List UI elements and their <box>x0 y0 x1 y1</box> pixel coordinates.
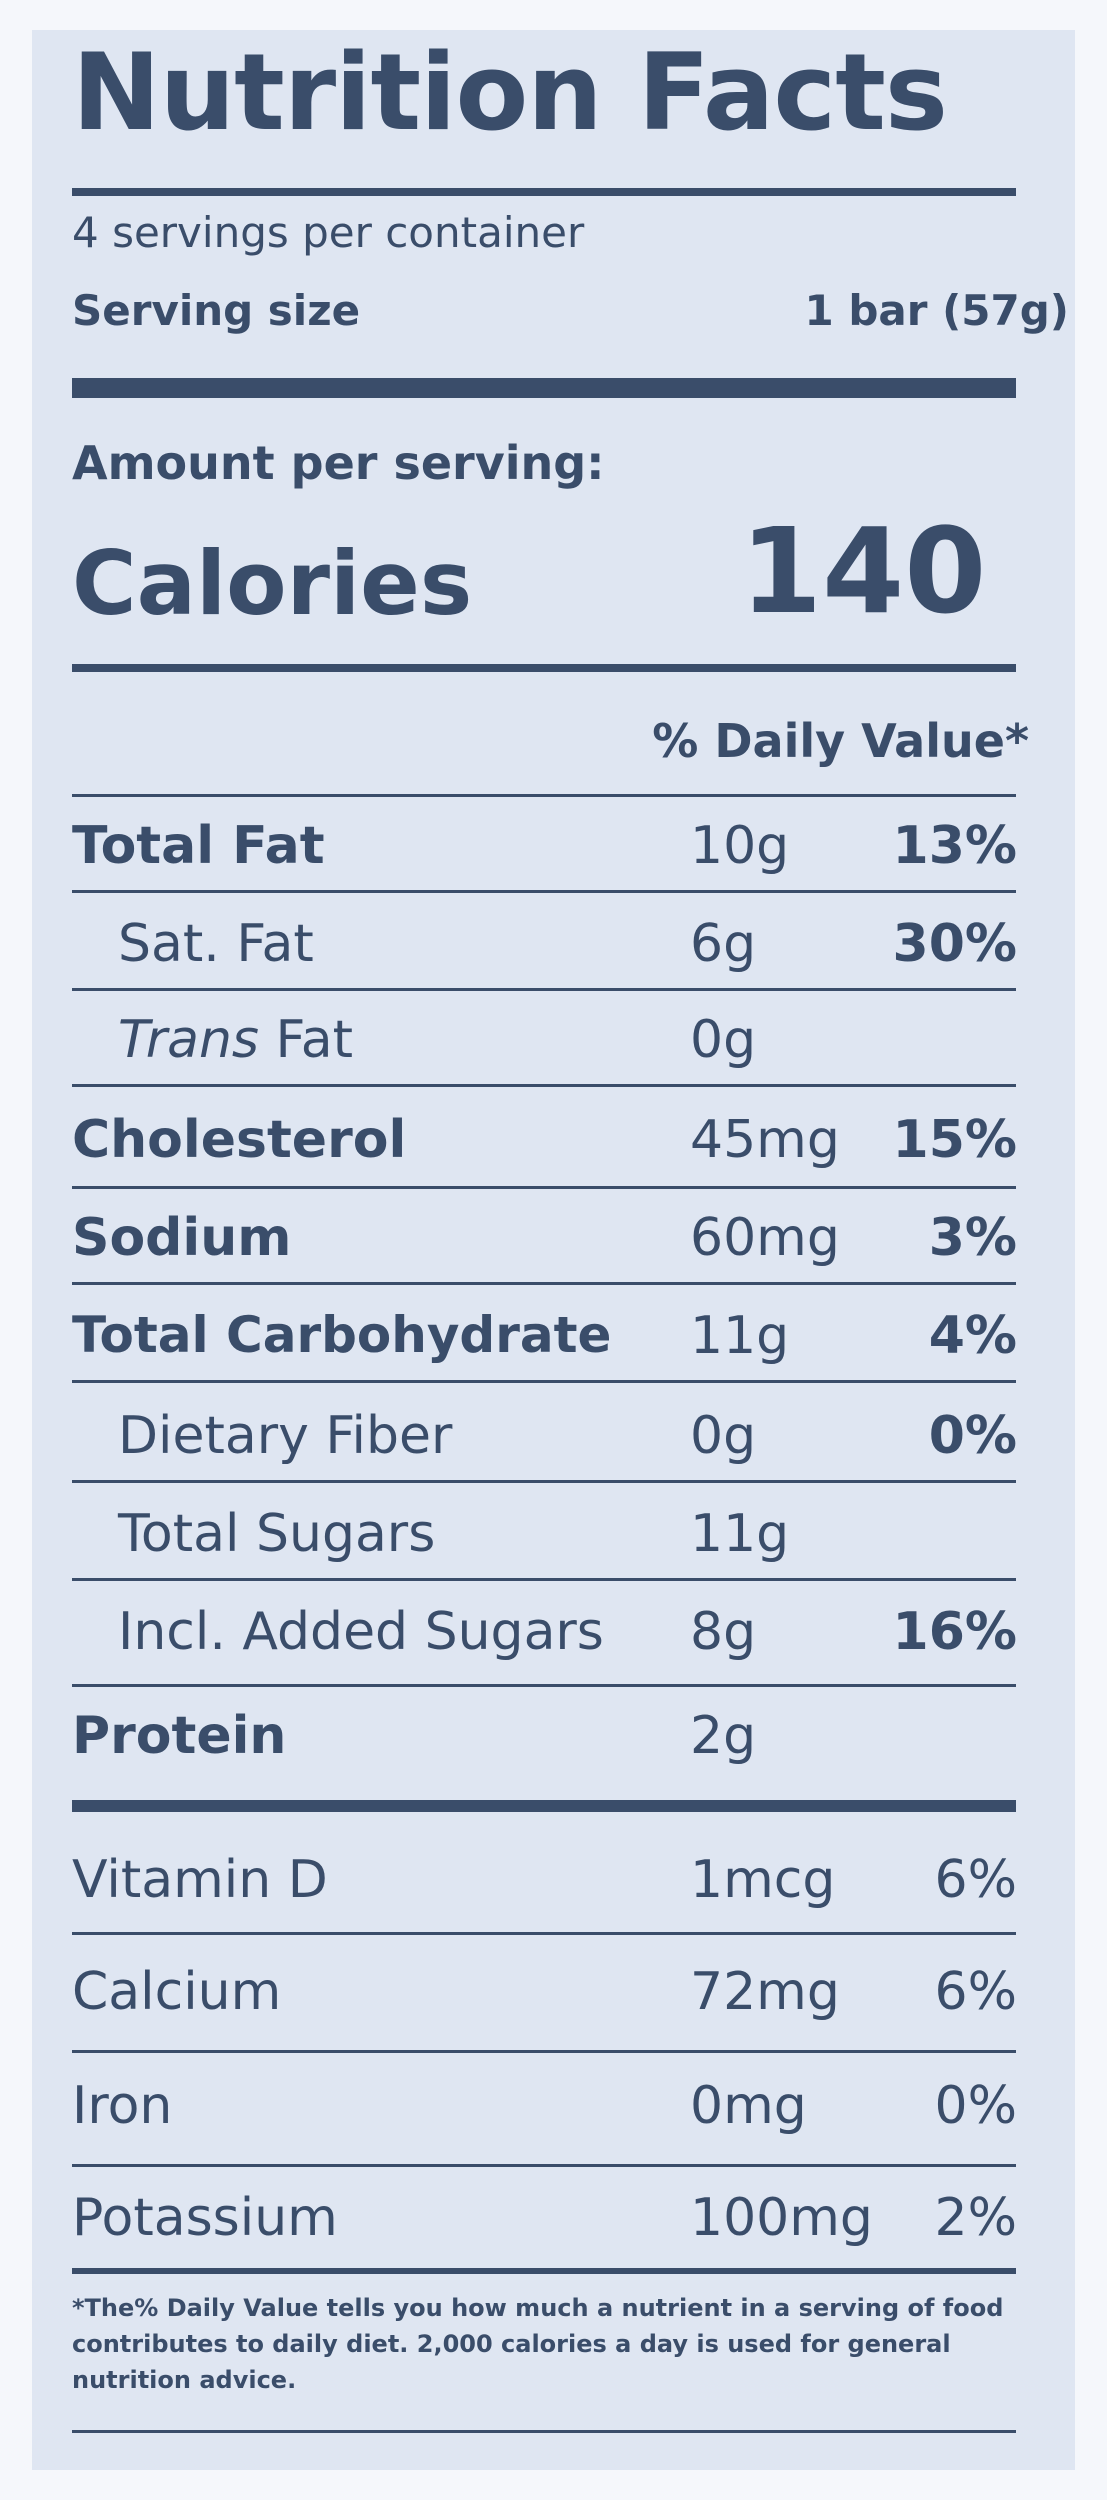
nutrition-label <box>32 30 1075 2470</box>
vitamin-amount: 72mg <box>690 1962 840 2022</box>
vitamin-dv: 2% <box>934 2188 1018 2248</box>
nutrient-label: Trans Fat <box>118 1014 353 1066</box>
bottom-rule <box>72 2430 1016 2433</box>
row-divider <box>72 1480 1016 1483</box>
nutrient-dv: 30% <box>892 914 1017 974</box>
nutrient-label: Total Carbohydrate <box>72 1306 612 1364</box>
nutrient-amount: 2g <box>690 1706 757 1766</box>
nutrient-dv: 4% <box>928 1306 1017 1366</box>
trans-italic: Trans <box>118 1010 260 1070</box>
calories-label: Calories <box>72 532 473 635</box>
row-divider <box>72 1282 1016 1285</box>
row-divider <box>72 1578 1016 1581</box>
daily-value-header: % Daily Value* <box>652 714 1029 768</box>
thick-rule-top <box>72 378 1016 398</box>
row-divider <box>72 1186 1016 1189</box>
vitamin-amount: 100mg <box>690 2188 873 2248</box>
serving-size-value: 1 bar (57g) <box>804 286 1070 335</box>
nutrient-label: Total Sugars <box>118 1504 436 1564</box>
row-divider <box>72 2164 1016 2167</box>
calories-rule <box>72 664 1016 672</box>
nutrient-label: Sat. Fat <box>118 914 314 974</box>
nutrient-dv: 3% <box>928 1208 1017 1268</box>
row-divider <box>72 1932 1016 1935</box>
vitamin-amount: 1mcg <box>690 1850 836 1910</box>
nutrient-label: Cholesterol <box>72 1110 407 1170</box>
vitamin-label: Iron <box>72 2076 173 2136</box>
daily-value-footnote: *The% Daily Value tells you how much a n… <box>72 2294 1004 2394</box>
vitamin-label: Potassium <box>72 2188 338 2248</box>
vitamin-dv: 6% <box>934 1850 1018 1910</box>
calories-value: 140 <box>740 502 987 640</box>
footnote-rule <box>72 2268 1016 2274</box>
nutrient-label: Total Fat <box>72 816 325 876</box>
trans-rest: Fat <box>259 1010 353 1070</box>
nutrient-amount: 0g <box>690 1010 757 1070</box>
vitamin-label: Vitamin D <box>72 1850 328 1910</box>
nutrient-amount: 45mg <box>690 1110 840 1170</box>
vitamin-dv: 6% <box>934 1962 1018 2022</box>
nutrient-label: Incl. Added Sugars <box>118 1602 604 1662</box>
row-divider <box>72 988 1016 991</box>
row-divider <box>72 1380 1016 1383</box>
row-divider <box>72 1684 1016 1687</box>
nutrient-dv: 16% <box>892 1602 1017 1662</box>
header-rule <box>72 794 1016 797</box>
title-rule <box>72 188 1016 196</box>
nutrient-dv: 15% <box>892 1110 1017 1170</box>
thick-rule-vitamins <box>72 1800 1016 1812</box>
amount-per-serving: Amount per serving: <box>72 436 605 490</box>
nutrient-amount: 11g <box>690 1306 790 1366</box>
vitamin-amount: 0mg <box>690 2076 807 2136</box>
nutrient-dv: 13% <box>892 816 1017 876</box>
vitamin-dv: 0% <box>934 2076 1018 2136</box>
nutrient-amount: 11g <box>690 1504 790 1564</box>
label-title: Nutrition Facts <box>72 31 948 154</box>
vitamin-label: Calcium <box>72 1962 282 2022</box>
nutrient-amount: 0g <box>690 1406 757 1466</box>
nutrient-amount: 10g <box>690 816 790 876</box>
nutrient-label: Sodium <box>72 1208 292 1268</box>
nutrient-amount: 6g <box>690 914 757 974</box>
row-divider <box>72 890 1016 893</box>
nutrient-dv: 0% <box>928 1406 1017 1466</box>
row-divider <box>72 1084 1016 1087</box>
row-divider <box>72 2050 1016 2053</box>
nutrient-label: Protein <box>72 1706 287 1766</box>
servings-per-container: 4 servings per container <box>72 208 585 257</box>
nutrient-amount: 60mg <box>690 1208 840 1268</box>
nutrient-label: Dietary Fiber <box>118 1406 453 1466</box>
nutrient-amount: 8g <box>690 1602 757 1662</box>
serving-size-label: Serving size <box>72 286 361 335</box>
